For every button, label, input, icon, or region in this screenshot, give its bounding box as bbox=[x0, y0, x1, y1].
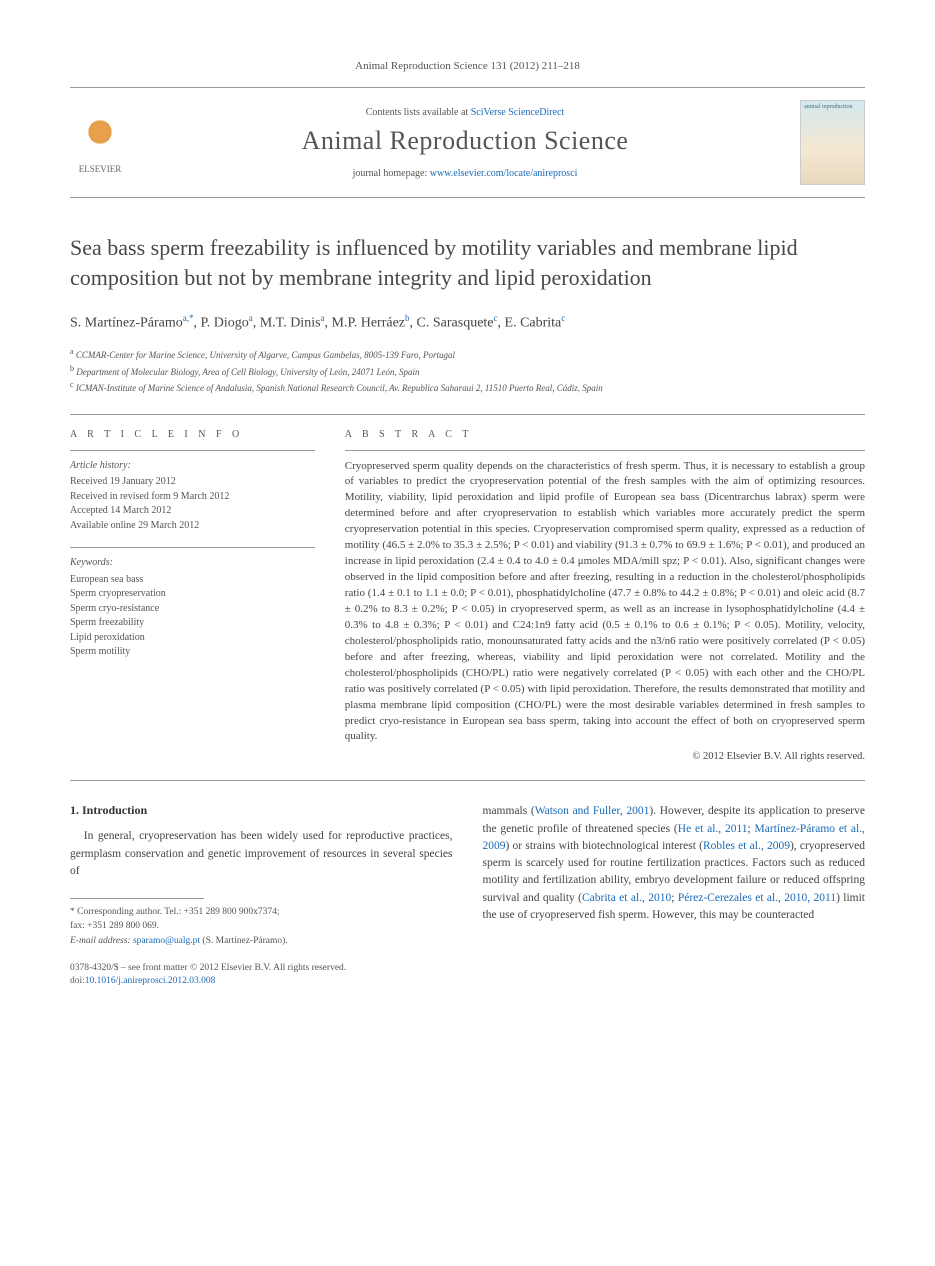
aff-text-a: CCMAR-Center for Marine Science, Univers… bbox=[76, 350, 455, 360]
authors-line: S. Martínez-Páramoa,*, P. Diogoa, M.T. D… bbox=[70, 312, 865, 334]
aff-text-c: ICMAN-Institute of Marine Science of And… bbox=[76, 383, 603, 393]
footer-meta: 0378-4320/$ – see front matter © 2012 El… bbox=[70, 962, 453, 989]
intro-para-right: mammals (Watson and Fuller, 2001). Howev… bbox=[483, 803, 866, 924]
divider-abstract bbox=[345, 450, 865, 451]
intro-heading: 1. Introduction bbox=[70, 803, 453, 818]
body-columns: 1. Introduction In general, cryopreserva… bbox=[70, 803, 865, 988]
history-line-1: Received in revised form 9 March 2012 bbox=[70, 490, 315, 505]
intro-r4: ) or strains with biotechnological inter… bbox=[506, 840, 704, 852]
info-abstract-row: A R T I C L E I N F O Article history: R… bbox=[70, 429, 865, 763]
footnote-rule bbox=[70, 898, 204, 899]
author-2: M.T. Dinis bbox=[260, 316, 321, 331]
page-container: Animal Reproduction Science 131 (2012) 2… bbox=[0, 0, 935, 1029]
journal-name: Animal Reproduction Science bbox=[145, 126, 785, 156]
ref-link-4[interactable]: Robles et al., 2009 bbox=[703, 840, 790, 852]
ref-link-2[interactable]: He et al., 2011 bbox=[678, 823, 748, 835]
email-label: E-mail address: bbox=[70, 936, 133, 946]
author-aff-4: c bbox=[494, 313, 498, 323]
article-info-column: A R T I C L E I N F O Article history: R… bbox=[70, 429, 315, 763]
doi-link[interactable]: 10.1016/j.anireprosci.2012.03.008 bbox=[85, 976, 216, 986]
elsevier-name: ELSEVIER bbox=[79, 164, 122, 174]
body-col-right: mammals (Watson and Fuller, 2001). Howev… bbox=[483, 803, 866, 988]
affiliation-a: a CCMAR-Center for Marine Science, Unive… bbox=[70, 346, 865, 363]
divider-info-1 bbox=[70, 450, 315, 451]
article-info-label: A R T I C L E I N F O bbox=[70, 429, 315, 440]
author-aff-0: a,* bbox=[183, 313, 194, 323]
article-title: Sea bass sperm freezability is influence… bbox=[70, 233, 865, 292]
author-5: E. Cabrita bbox=[505, 316, 562, 331]
author-aff-3: b bbox=[405, 313, 410, 323]
homepage-prefix: journal homepage: bbox=[353, 168, 430, 179]
aff-sup-a: a bbox=[70, 347, 74, 356]
masthead-center: Contents lists available at SciVerse Sci… bbox=[145, 107, 785, 179]
email-link[interactable]: sparamo@ualg.pt bbox=[133, 936, 200, 946]
header-citation: Animal Reproduction Science 131 (2012) 2… bbox=[70, 60, 865, 72]
body-col-left: 1. Introduction In general, cryopreserva… bbox=[70, 803, 453, 988]
keyword-4: Lipid peroxidation bbox=[70, 631, 315, 646]
homepage-line: journal homepage: www.elsevier.com/locat… bbox=[145, 168, 785, 179]
author-1: P. Diogo bbox=[201, 316, 249, 331]
contents-line: Contents lists available at SciVerse Sci… bbox=[145, 107, 785, 118]
cover-label: animal reproduction bbox=[804, 104, 852, 110]
front-matter-line: 0378-4320/$ – see front matter © 2012 El… bbox=[70, 962, 453, 975]
keyword-1: Sperm cryopreservation bbox=[70, 587, 315, 602]
affiliations: a CCMAR-Center for Marine Science, Unive… bbox=[70, 346, 865, 396]
corresponding-footnote: * Corresponding author. Tel.: +351 289 8… bbox=[70, 905, 453, 948]
sciencedirect-link[interactable]: SciVerse ScienceDirect bbox=[471, 107, 565, 118]
author-4: C. Sarasquete bbox=[417, 316, 494, 331]
abstract-text: Cryopreserved sperm quality depends on t… bbox=[345, 459, 865, 746]
aff-sup-c: c bbox=[70, 380, 74, 389]
journal-cover-thumbnail: animal reproduction bbox=[800, 100, 865, 185]
keywords-heading: Keywords: bbox=[70, 556, 315, 571]
author-aff-5: c bbox=[561, 313, 565, 323]
doi-line: doi:10.1016/j.anireprosci.2012.03.008 bbox=[70, 975, 453, 988]
history-line-0: Received 19 January 2012 bbox=[70, 475, 315, 490]
author-3: M.P. Herráez bbox=[332, 316, 405, 331]
divider-top bbox=[70, 414, 865, 415]
doi-label: doi: bbox=[70, 976, 85, 986]
ref-link-6[interactable]: Pérez-Cerezales et al., 2010, 2011 bbox=[678, 892, 836, 904]
history-line-3: Available online 29 March 2012 bbox=[70, 519, 315, 534]
abstract-column: A B S T R A C T Cryopreserved sperm qual… bbox=[345, 429, 865, 763]
author-aff-2: a bbox=[321, 313, 325, 323]
copyright-line: © 2012 Elsevier B.V. All rights reserved… bbox=[345, 751, 865, 762]
history-line-2: Accepted 14 March 2012 bbox=[70, 504, 315, 519]
aff-text-b: Department of Molecular Biology, Area of… bbox=[76, 367, 419, 377]
masthead: ELSEVIER Contents lists available at Sci… bbox=[70, 87, 865, 198]
elsevier-tree-icon bbox=[75, 112, 125, 162]
keyword-3: Sperm freezability bbox=[70, 616, 315, 631]
contents-prefix: Contents lists available at bbox=[366, 107, 471, 118]
divider-bottom bbox=[70, 780, 865, 781]
keyword-5: Sperm motility bbox=[70, 645, 315, 660]
keyword-0: European sea bass bbox=[70, 573, 315, 588]
affiliation-b: b Department of Molecular Biology, Area … bbox=[70, 363, 865, 380]
corresp-tel: * Corresponding author. Tel.: +351 289 8… bbox=[70, 905, 453, 919]
ref-link-5[interactable]: Cabrita et al., 2010 bbox=[582, 892, 671, 904]
aff-sup-b: b bbox=[70, 364, 74, 373]
keyword-2: Sperm cryo-resistance bbox=[70, 602, 315, 617]
intro-para-left: In general, cryopreservation has been wi… bbox=[70, 828, 453, 880]
elsevier-logo: ELSEVIER bbox=[70, 108, 130, 178]
abstract-label: A B S T R A C T bbox=[345, 429, 865, 440]
divider-info-2 bbox=[70, 547, 315, 548]
corresp-email-line: E-mail address: sparamo@ualg.pt (S. Mart… bbox=[70, 934, 453, 948]
intro-r1: mammals ( bbox=[483, 805, 535, 817]
email-suffix: (S. Martínez-Páramo). bbox=[200, 936, 288, 946]
ref-link-1[interactable]: Watson and Fuller, 2001 bbox=[535, 805, 650, 817]
author-aff-1: a bbox=[249, 313, 253, 323]
corresp-fax: fax: +351 289 800 069. bbox=[70, 919, 453, 933]
author-0: S. Martínez-Páramo bbox=[70, 316, 183, 331]
homepage-link[interactable]: www.elsevier.com/locate/anireprosci bbox=[430, 168, 578, 179]
history-heading: Article history: bbox=[70, 459, 315, 474]
affiliation-c: c ICMAN-Institute of Marine Science of A… bbox=[70, 379, 865, 396]
keywords-block: Keywords: European sea bass Sperm cryopr… bbox=[70, 556, 315, 660]
intro-r3: ; bbox=[748, 823, 755, 835]
article-history: Article history: Received 19 January 201… bbox=[70, 459, 315, 534]
